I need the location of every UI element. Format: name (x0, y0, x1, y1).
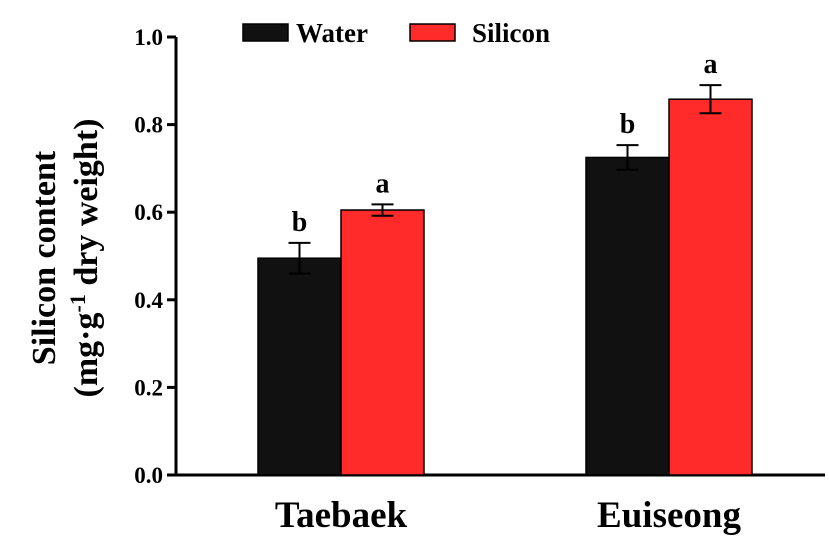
y-tick-label: 0.2 (134, 375, 163, 400)
legend-swatch-silicon (409, 23, 456, 42)
error-bar (616, 144, 639, 171)
significance-label: a (376, 168, 390, 199)
y-tick-label: 0.6 (134, 200, 163, 225)
legend-swatch-water (242, 23, 289, 42)
error-bar (699, 84, 722, 115)
bars: b a b a (257, 49, 753, 476)
bar-water-euiseong (585, 156, 670, 476)
legend-label-water: Water (296, 18, 368, 48)
bar-water-taebaek (257, 257, 342, 476)
y-tick-label: 0.8 (134, 113, 163, 138)
legend: Water Silicon (242, 18, 550, 48)
y-tick-label: 1.0 (134, 25, 163, 50)
significance-label: a (704, 49, 718, 80)
category-labels: Taebaek Euiseong (275, 495, 742, 536)
x-category-label: Euiseong (597, 495, 741, 536)
y-tick-label: 0.4 (134, 288, 163, 313)
error-bar (288, 241, 311, 275)
y-axis-title-line1: Silicon content (26, 150, 63, 365)
y-tick-label: 0.0 (134, 463, 163, 488)
bar-silicon-taebaek (340, 209, 425, 476)
significance-label: b (292, 207, 308, 238)
y-axis-title: Silicon content (mg·g-1 dry weight) (26, 119, 105, 398)
y-axis-ticks: 0.0 0.2 0.4 0.6 0.8 1.0 (134, 25, 176, 488)
error-bar (371, 203, 394, 217)
significance-label: b (620, 109, 636, 140)
x-category-label: Taebaek (275, 495, 408, 536)
legend-label-silicon: Silicon (472, 18, 550, 48)
y-axis-title-line2: (mg·g-1 dry weight) (65, 119, 105, 398)
bar-silicon-euiseong (668, 98, 753, 476)
